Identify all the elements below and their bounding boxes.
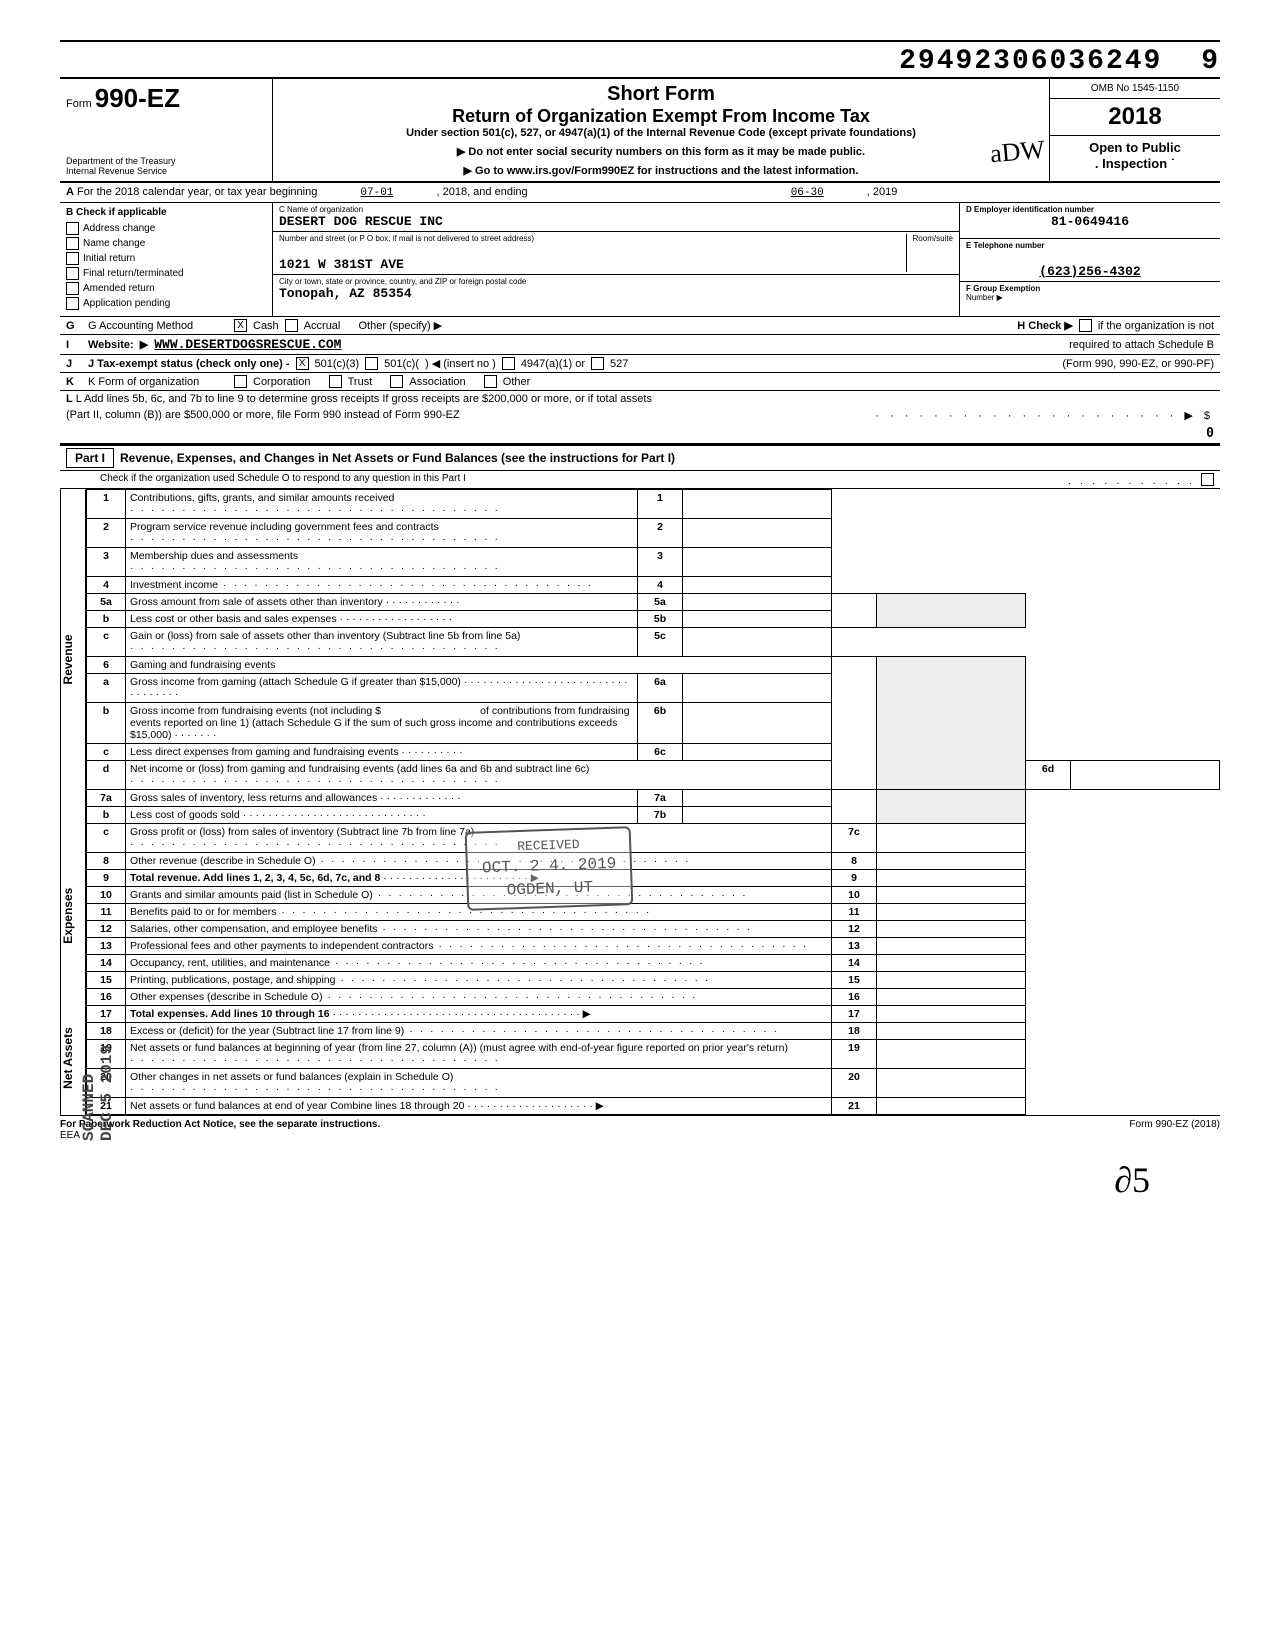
org-name-cell: C Name of organization DESERT DOG RESCUE… — [273, 203, 959, 232]
line-13: 13Professional fees and other payments t… — [87, 938, 1220, 955]
line-7c: cGross profit or (loss) from sales of in… — [87, 824, 1220, 853]
ein-cell: D Employer identification number 81-0649… — [960, 203, 1220, 239]
check-assoc[interactable] — [390, 375, 403, 388]
check-other-org[interactable] — [484, 375, 497, 388]
block-bcdef: B Check if applicable Address change Nam… — [60, 203, 1220, 317]
group-exemption-cell: F Group Exemption Number ▶ — [960, 282, 1220, 317]
line-6c: cLess direct expenses from gaming and fu… — [87, 744, 1220, 761]
line-5b: bLess cost or other basis and sales expe… — [87, 611, 1220, 628]
scanned-stamp: SCANNED DEC 5 2019 — [80, 1040, 116, 1141]
row-l-amount: 0 — [60, 424, 1220, 444]
line-8: 8Other revenue (describe in Schedule O)8 — [87, 853, 1220, 870]
org-city-cell: City or town, state or province, country… — [273, 275, 959, 303]
row-l-gross-receipts: L L Add lines 5b, 6c, and 7b to line 9 t… — [60, 391, 1220, 407]
handwritten-initials: aDW — [989, 134, 1046, 170]
check-schedule-o[interactable] — [1201, 473, 1214, 486]
row-j-tax-exempt: J J Tax-exempt status (check only one) -… — [60, 355, 1220, 373]
line-6b: bGross income from fundraising events (n… — [87, 703, 1220, 744]
row-g-accounting: G G Accounting Method XCash Accrual Othe… — [60, 317, 1220, 335]
line-18: 18Excess or (deficit) for the year (Subt… — [87, 1023, 1220, 1040]
line-4: 4Investment income4 — [87, 577, 1220, 594]
check-initial-return[interactable]: Initial return — [66, 252, 266, 265]
line-19: 19Net assets or fund balances at beginni… — [87, 1040, 1220, 1069]
check-address-change[interactable]: Address change — [66, 222, 266, 235]
tax-year: 2018 — [1050, 99, 1220, 136]
title-short-form: Short Form — [279, 83, 1043, 106]
check-cash[interactable]: X — [234, 319, 247, 332]
line-11: 11Benefits paid to or for members11 — [87, 904, 1220, 921]
subtitle: Under section 501(c), 527, or 4947(a)(1)… — [279, 127, 1043, 139]
goto-note: ▶ Go to www.irs.gov/Form990EZ for instru… — [279, 164, 1043, 177]
line-7a: 7aGross sales of inventory, less returns… — [87, 790, 1220, 807]
line-10: 10Grants and similar amounts paid (list … — [87, 887, 1220, 904]
side-expenses: Expenses — [60, 830, 86, 1001]
line-21: 21Net assets or fund balances at end of … — [87, 1098, 1220, 1115]
part-i-header: Part I Revenue, Expenses, and Changes in… — [60, 444, 1220, 471]
check-name-change[interactable]: Name change — [66, 237, 266, 250]
part-i-label: Part I — [66, 448, 114, 468]
check-4947[interactable] — [502, 357, 515, 370]
line-20: 20Other changes in net assets or fund ba… — [87, 1069, 1220, 1098]
lines-table: 1Contributions, gifts, grants, and simil… — [86, 489, 1220, 1115]
col-b-checkboxes: B Check if applicable Address change Nam… — [60, 203, 273, 316]
line-16: 16Other expenses (describe in Schedule O… — [87, 989, 1220, 1006]
line-2: 2Program service revenue including gover… — [87, 519, 1220, 548]
open-to-public: aDW Open to Public. Inspection ˙ — [1050, 136, 1220, 175]
check-501c[interactable] — [365, 357, 378, 370]
check-final-return[interactable]: Final return/terminated — [66, 267, 266, 280]
row-l2: (Part II, column (B)) are $500,000 or mo… — [60, 407, 1220, 424]
signature-mark: ∂5 — [1114, 1159, 1150, 1201]
check-amended-return[interactable]: Amended return — [66, 282, 266, 295]
check-501c3[interactable]: X — [296, 357, 309, 370]
line-14: 14Occupancy, rent, utilities, and mainte… — [87, 955, 1220, 972]
part-i-title: Revenue, Expenses, and Changes in Net As… — [120, 451, 675, 465]
line-6d: dNet income or (loss) from gaming and fu… — [87, 761, 1220, 790]
line-6a: aGross income from gaming (attach Schedu… — [87, 674, 1220, 703]
ssn-note: ▶ Do not enter social security numbers o… — [279, 145, 1043, 158]
telephone-cell: E Telephone number (623)256-4302 — [960, 239, 1220, 282]
line-6: 6Gaming and fundraising events — [87, 657, 1220, 674]
check-527[interactable] — [591, 357, 604, 370]
check-corp[interactable] — [234, 375, 247, 388]
line-3: 3Membership dues and assessments3 — [87, 548, 1220, 577]
col-b-header: B Check if applicable — [66, 207, 266, 218]
check-trust[interactable] — [329, 375, 342, 388]
side-revenue: Revenue — [60, 489, 86, 830]
part-i-subtitle: Check if the organization used Schedule … — [60, 471, 1220, 489]
form-number: Form 990-EZ — [66, 83, 266, 114]
doc-id-main: 29492306036249 — [899, 46, 1162, 77]
row-k-form-org: K K Form of organization Corporation Tru… — [60, 373, 1220, 391]
omb-number: OMB No 1545-1150 — [1050, 79, 1220, 99]
dept-text: Department of the Treasury Internal Reve… — [66, 157, 266, 177]
page-footer: For Paperwork Reduction Act Notice, see … — [60, 1115, 1220, 1141]
title-return: Return of Organization Exempt From Incom… — [279, 106, 1043, 127]
row-i-website: I Website: ▶ WWW.DESERTDOGSRESCUE.COM re… — [60, 335, 1220, 355]
org-address-cell: Number and street (or P O box, if mail i… — [273, 232, 959, 275]
check-h[interactable] — [1079, 319, 1092, 332]
doc-id-trail: 9 — [1201, 46, 1220, 77]
room-suite-label: Room/suite — [906, 234, 953, 272]
document-id: 29492306036249 9 — [60, 40, 1220, 77]
check-application-pending[interactable]: Application pending — [66, 297, 266, 310]
footer-form-ref: Form 990-EZ (2018) — [1129, 1119, 1220, 1141]
line-7b: bLess cost of goods sold · · · · · · · ·… — [87, 807, 1220, 824]
line-17: 17Total expenses. Add lines 10 through 1… — [87, 1006, 1220, 1023]
line-5c: cGain or (loss) from sale of assets othe… — [87, 628, 1220, 657]
row-a-tax-year: A For the 2018 calendar year, or tax yea… — [60, 183, 1220, 203]
form-header: Form 990-EZ Department of the Treasury I… — [60, 77, 1220, 183]
line-9: 9Total revenue. Add lines 1, 2, 3, 4, 5c… — [87, 870, 1220, 887]
check-accrual[interactable] — [285, 319, 298, 332]
line-1: 1Contributions, gifts, grants, and simil… — [87, 490, 1220, 519]
line-12: 12Salaries, other compensation, and empl… — [87, 921, 1220, 938]
line-5a: 5aGross amount from sale of assets other… — [87, 594, 1220, 611]
lines-grid: Revenue Expenses Net Assets 1Contributio… — [60, 489, 1220, 1115]
line-15: 15Printing, publications, postage, and s… — [87, 972, 1220, 989]
